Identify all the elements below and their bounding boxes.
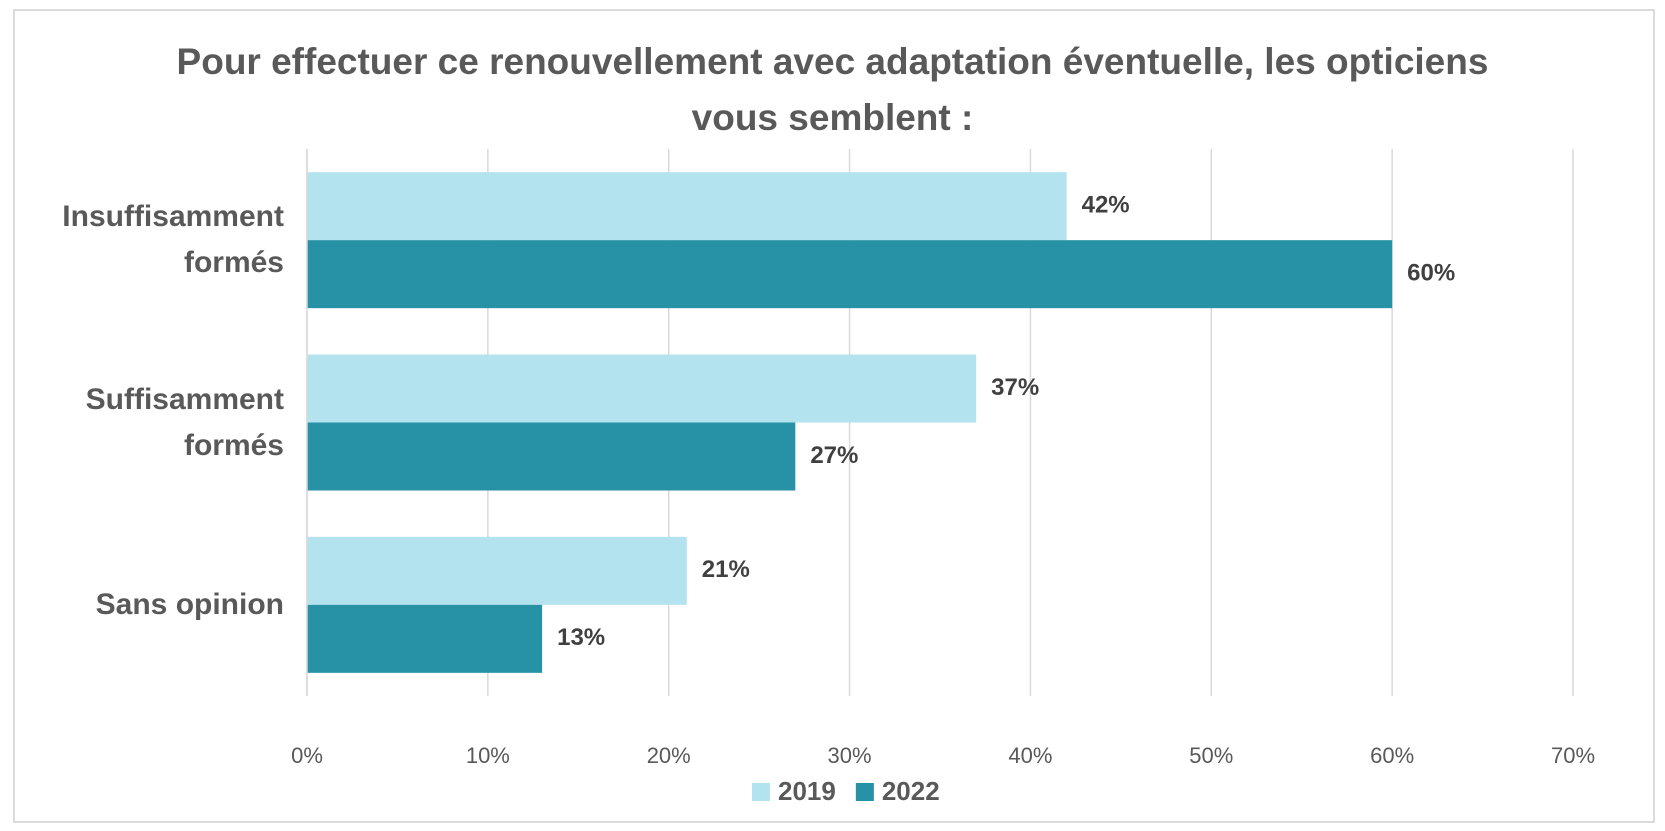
x-tick-label: 20%: [647, 743, 691, 768]
legend-swatch: [855, 783, 874, 801]
x-tick-label: 60%: [1370, 743, 1414, 768]
data-label: 37%: [991, 374, 1039, 401]
data-label: 27%: [810, 442, 858, 469]
category-label: Suffisamment formés: [85, 382, 284, 462]
legend-swatch: [752, 783, 770, 801]
bar: [307, 354, 977, 423]
x-tick-label: 10%: [466, 743, 510, 768]
data-label: 60%: [1407, 260, 1455, 287]
frame: [13, 9, 1655, 823]
chart-title: Pour effectuer ce renouvellement avec ad…: [176, 41, 1489, 138]
x-tick-label: 70%: [1551, 743, 1595, 768]
legend-label: 2019: [778, 776, 836, 806]
data-label: 13%: [557, 624, 605, 651]
bar: [307, 422, 796, 491]
bar: [307, 536, 687, 605]
legend-label: 2022: [882, 776, 940, 806]
bar: [307, 172, 1067, 241]
data-label: 42%: [1082, 192, 1130, 219]
bar: [307, 240, 1393, 309]
x-tick-label: 50%: [1189, 743, 1233, 768]
bar: [307, 604, 543, 673]
category-label: Sans opinion: [95, 587, 284, 621]
category-label: Insuffisamment formés: [62, 200, 284, 280]
x-tick-label: 0%: [291, 743, 323, 768]
data-label: 21%: [702, 556, 750, 583]
x-tick-label: 40%: [1008, 743, 1052, 768]
x-tick-label: 30%: [828, 743, 872, 768]
